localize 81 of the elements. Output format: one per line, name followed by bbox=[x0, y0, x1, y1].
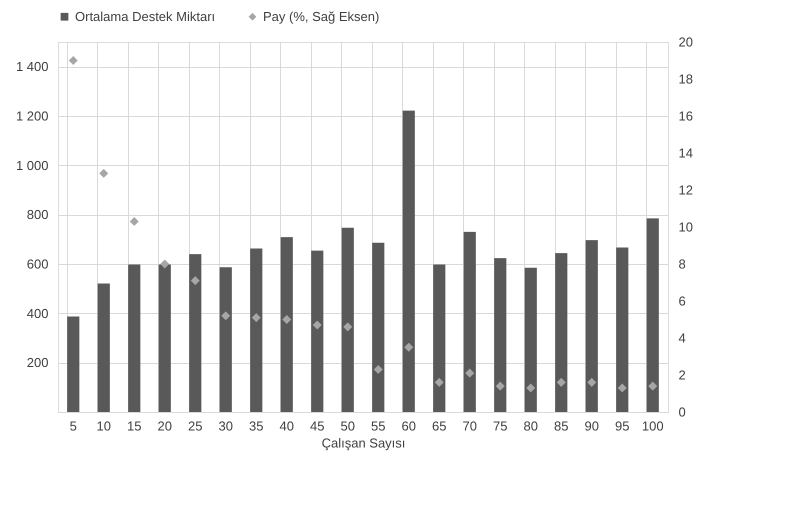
bar bbox=[220, 267, 232, 412]
x-tick-label: 5 bbox=[70, 418, 77, 434]
point bbox=[587, 378, 596, 387]
x-tick-label: 95 bbox=[615, 418, 630, 434]
bar bbox=[311, 250, 324, 412]
bar bbox=[402, 110, 415, 412]
point bbox=[312, 320, 322, 330]
y-tick-label: 1 000 bbox=[16, 158, 48, 173]
y-tick-label: 400 bbox=[26, 306, 48, 321]
y-tick-label: 200 bbox=[26, 355, 48, 370]
y2-tick-label: 14 bbox=[678, 146, 693, 160]
point bbox=[190, 276, 200, 286]
bar bbox=[464, 232, 476, 412]
bar bbox=[280, 237, 293, 412]
bar bbox=[67, 316, 80, 412]
x-tick-label: 25 bbox=[188, 418, 202, 434]
x-axis-title: Çalışan Sayısı bbox=[322, 436, 406, 450]
x-tick-label: 70 bbox=[462, 418, 477, 434]
x-tick-label: 80 bbox=[524, 418, 538, 434]
point bbox=[68, 56, 78, 65]
y2-tick-label: 4 bbox=[678, 330, 686, 346]
y2-tick-label: 8 bbox=[678, 256, 686, 272]
point bbox=[160, 260, 170, 268]
bar bbox=[646, 218, 659, 412]
bar bbox=[555, 253, 568, 412]
x-tick-label: 75 bbox=[493, 418, 508, 434]
bar bbox=[98, 283, 110, 412]
point bbox=[496, 382, 505, 391]
point bbox=[374, 364, 383, 374]
bar bbox=[433, 264, 446, 412]
x-tick-label: 90 bbox=[584, 418, 599, 434]
x-tick-label: 15 bbox=[127, 418, 142, 434]
y2-tick-label: 16 bbox=[678, 108, 693, 124]
point bbox=[404, 342, 414, 352]
x-tick-label: 35 bbox=[249, 418, 264, 434]
point bbox=[343, 322, 352, 332]
bar bbox=[494, 258, 506, 412]
y2-tick-label: 0 bbox=[678, 404, 686, 420]
point bbox=[465, 368, 474, 378]
bar bbox=[524, 268, 537, 412]
point bbox=[618, 383, 627, 392]
bar bbox=[189, 254, 202, 412]
legend-label: Ortalama Destek Miktarı bbox=[75, 8, 216, 24]
x-tick-label: 10 bbox=[96, 418, 111, 434]
x-tick-label: 20 bbox=[158, 418, 172, 434]
point bbox=[221, 311, 230, 320]
y-tick-label: 600 bbox=[26, 256, 48, 272]
y2-tick-label: 20 bbox=[678, 34, 693, 50]
point bbox=[526, 383, 536, 392]
y2-tick-label: 6 bbox=[678, 294, 686, 308]
y-tick-label: 1 200 bbox=[16, 108, 48, 124]
y2-tick-label: 10 bbox=[678, 220, 693, 234]
legend-label: Pay (%, Sağ Eksen) bbox=[263, 8, 380, 24]
x-tick-label: 100 bbox=[642, 418, 664, 434]
bar bbox=[372, 242, 384, 412]
x-tick-label: 45 bbox=[310, 418, 324, 434]
y2-tick-label: 2 bbox=[678, 368, 686, 382]
point bbox=[648, 382, 658, 391]
bar bbox=[250, 248, 262, 412]
y-tick-label: 1 400 bbox=[16, 59, 48, 74]
point bbox=[252, 313, 261, 322]
point bbox=[282, 315, 292, 324]
point bbox=[434, 378, 444, 387]
point bbox=[130, 216, 139, 226]
y-tick-label: 800 bbox=[26, 207, 48, 222]
bar bbox=[128, 264, 140, 412]
point bbox=[99, 168, 108, 178]
bar bbox=[342, 228, 354, 412]
y2-tick-label: 18 bbox=[678, 72, 693, 86]
x-tick-label: 85 bbox=[554, 418, 568, 434]
x-tick-label: 40 bbox=[280, 418, 294, 434]
x-tick-label: 65 bbox=[432, 418, 446, 434]
x-tick-label: 55 bbox=[371, 418, 386, 434]
bar bbox=[158, 264, 171, 412]
x-tick-label: 50 bbox=[340, 418, 355, 434]
y2-tick-label: 12 bbox=[678, 182, 693, 198]
x-tick-label: 60 bbox=[402, 418, 416, 434]
point bbox=[556, 378, 566, 387]
bar bbox=[616, 247, 628, 412]
x-tick-label: 30 bbox=[218, 418, 233, 434]
bar bbox=[586, 240, 598, 412]
